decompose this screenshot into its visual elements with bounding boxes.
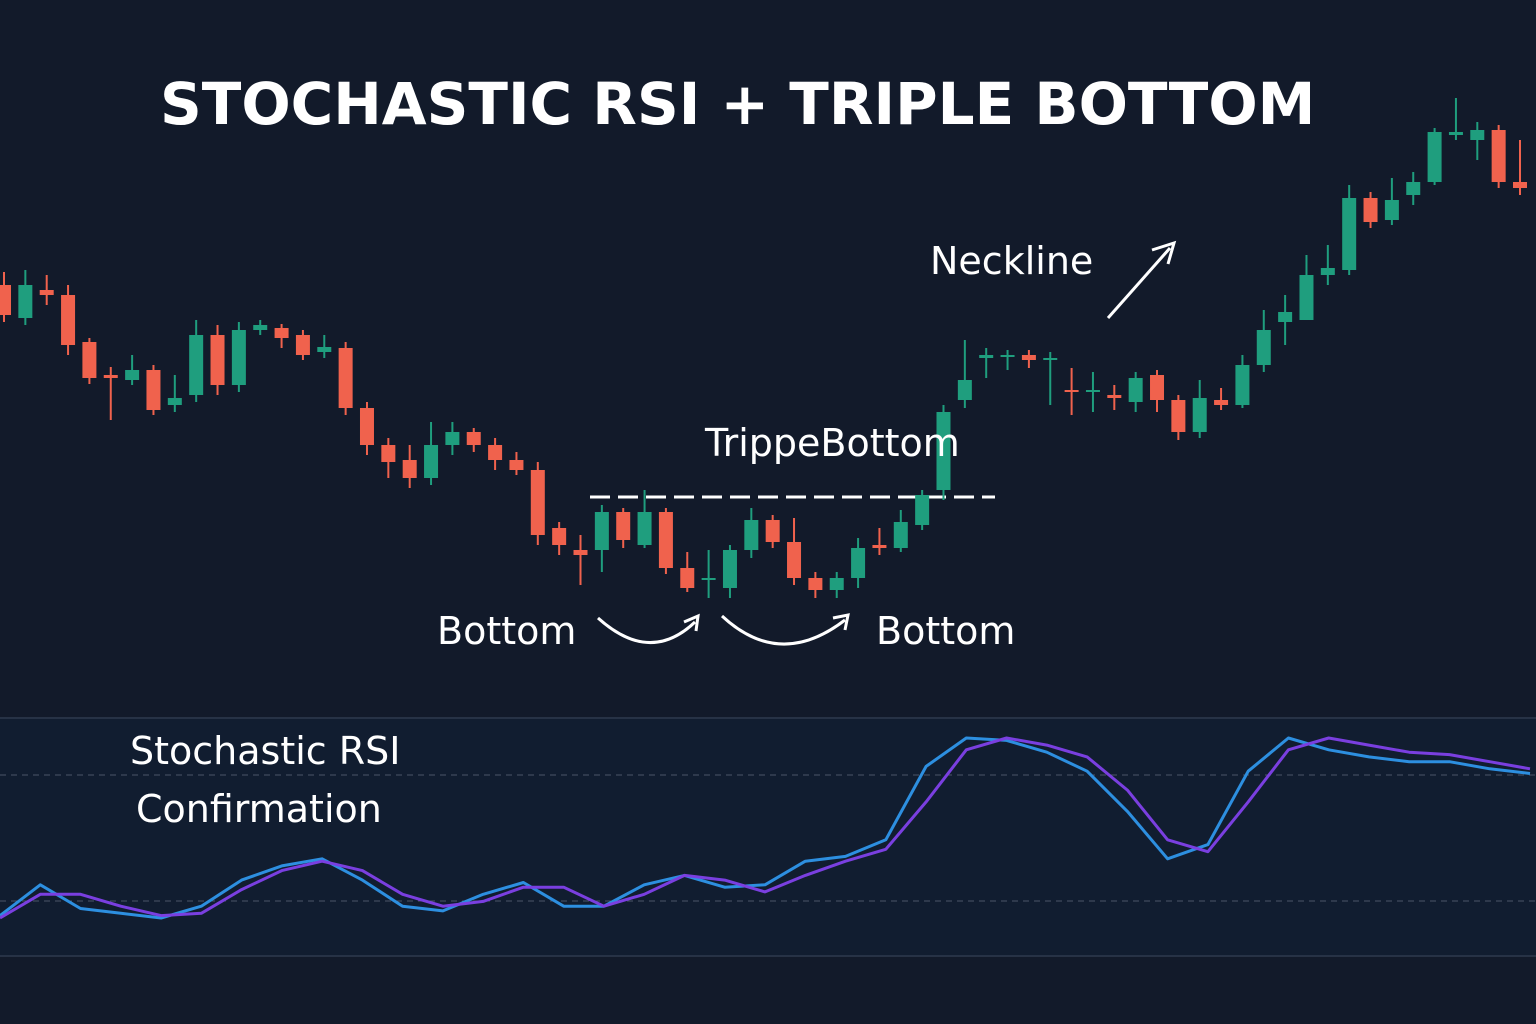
candle-body [1384, 200, 1399, 220]
annotation: Bottom [437, 609, 576, 653]
candle-body [1043, 358, 1058, 360]
candle-body [125, 370, 140, 380]
candle-body [829, 578, 844, 590]
candle-body [1235, 365, 1250, 405]
candle-body [658, 512, 673, 568]
arrow [1106, 247, 1172, 319]
candle-body [274, 328, 289, 338]
candle-body [680, 568, 695, 588]
candle-body [39, 290, 54, 295]
candle-body [295, 335, 310, 355]
candle-body [1470, 130, 1485, 140]
candle-body [146, 370, 161, 410]
candle-body [103, 375, 118, 378]
candle-body [722, 550, 737, 588]
candle-body [851, 548, 866, 578]
candle-body [231, 330, 246, 385]
candle-body [1192, 398, 1207, 432]
candle-body [1171, 400, 1186, 432]
candle-body [957, 380, 972, 400]
candle-body [1128, 378, 1143, 402]
candle-body [253, 325, 268, 330]
candle-body [787, 542, 802, 578]
candle-body [189, 335, 204, 395]
candle-body [0, 285, 11, 315]
indicator-panel [0, 718, 1536, 956]
annotation: Bottom [876, 609, 1015, 653]
candle-body [1427, 132, 1442, 182]
candle-body [1021, 355, 1036, 360]
indicator-title: Stochastic RSI [130, 729, 401, 773]
candle-body [167, 398, 182, 405]
candle-body [573, 550, 588, 555]
candle-body [338, 348, 353, 408]
candle-body [808, 578, 823, 590]
candle-body [1320, 268, 1335, 275]
candle-body [915, 495, 930, 525]
candle-body [530, 470, 545, 535]
candle-body [1278, 312, 1293, 322]
candle-body [872, 545, 887, 548]
candles [0, 98, 1527, 598]
arrow-head [832, 613, 850, 631]
stoch-line [0, 736, 1531, 920]
candle-body [765, 520, 780, 542]
candle-body [1448, 132, 1463, 135]
candle-body [1085, 390, 1100, 392]
candle-body [1513, 182, 1527, 188]
candle-body [1107, 395, 1122, 398]
candle-body [1150, 375, 1165, 400]
indicator-subtitle: Confirmation [136, 787, 382, 831]
candle-body [210, 335, 225, 385]
candle-body [616, 512, 631, 540]
candle-body [317, 347, 332, 352]
candle-body [594, 512, 609, 550]
arrow [720, 614, 846, 646]
candle-body [979, 355, 994, 358]
candle-body [1491, 130, 1506, 182]
candle-body [637, 512, 652, 545]
annotation: TrippeBottom [704, 421, 960, 465]
candle-body [445, 432, 460, 445]
candle-body [509, 460, 524, 470]
candle-body [1256, 330, 1271, 365]
candle-body [552, 528, 567, 545]
candle-body [402, 460, 417, 478]
candle-body [1342, 198, 1357, 270]
candle-body [18, 285, 33, 318]
candle-body [82, 342, 97, 378]
candle-body [893, 522, 908, 548]
candle-body [1299, 275, 1314, 320]
candle-body [381, 445, 396, 462]
annotation: Neckline [930, 239, 1093, 283]
candle-body [1406, 182, 1421, 195]
candle-body [359, 408, 374, 445]
stoch-lines [0, 736, 1531, 920]
candle-body [744, 520, 759, 550]
candle-body [466, 432, 481, 445]
candle-body [1363, 198, 1378, 222]
stoch-line [0, 736, 1531, 920]
candle-body [936, 412, 951, 490]
candle-body [1214, 400, 1229, 405]
candle-body [1064, 390, 1079, 392]
arrow [596, 616, 697, 644]
arrow-head [683, 613, 700, 632]
candle-body [701, 578, 716, 580]
candle-body [488, 445, 503, 460]
candle-body [61, 295, 76, 345]
candle-body [1000, 355, 1015, 357]
candle-body [424, 445, 439, 478]
arrow-head [1151, 240, 1177, 265]
chart-title: STOCHASTIC RSI + TRIPLE BOTTOM [160, 70, 1315, 138]
